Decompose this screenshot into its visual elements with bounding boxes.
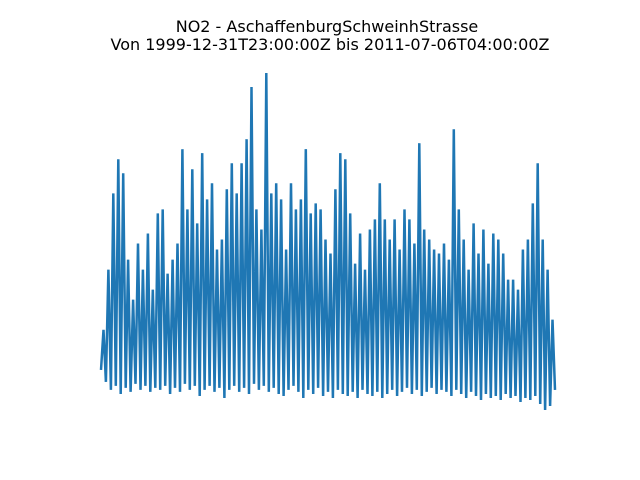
chart-title: NO2 - AschaffenburgSchweinhStrasse xyxy=(176,17,479,36)
data-line xyxy=(99,72,557,411)
chart-subtitle: Von 1999-12-31T23:00:00Z bis 2011-07-06T… xyxy=(111,35,550,54)
